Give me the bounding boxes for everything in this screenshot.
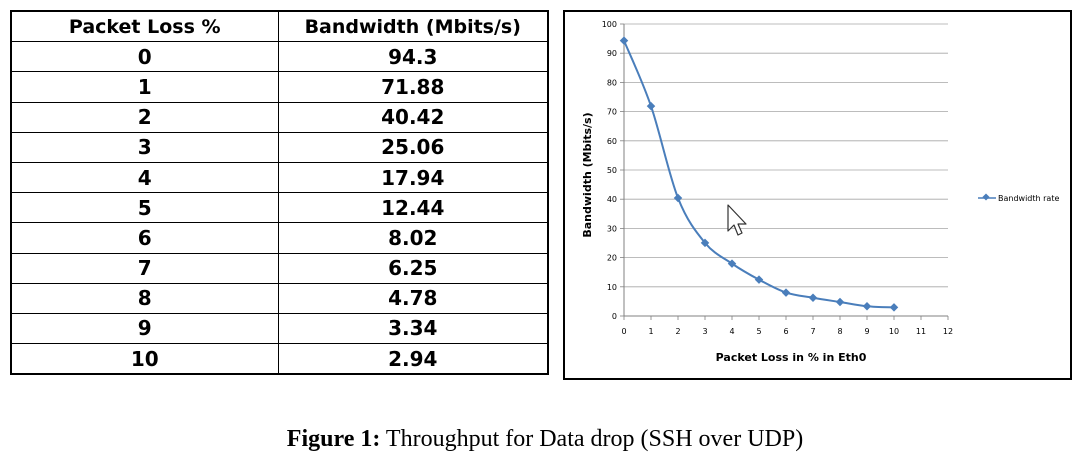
cell-packet-loss: 8 <box>10 282 279 314</box>
cell-bandwidth: 17.94 <box>277 161 549 194</box>
cell-packet-loss: 4 <box>10 161 279 194</box>
bandwidth-table: Packet Loss % Bandwidth (Mbits/s) 0 94.3 1… <box>10 10 549 376</box>
table-row: 7 6.25 <box>10 252 549 284</box>
table-row: 3 25.06 <box>10 131 549 163</box>
y-tick-label: 90 <box>607 49 617 58</box>
table-row: 2 40.42 <box>10 101 549 133</box>
bandwidth-chart: 0 10 20 30 40 50 60 70 80 90 100 0 1 2 3 4 5 6 7 8 9 10 11 12 B… <box>563 10 1072 380</box>
caption-label: Figure 1: <box>286 426 381 452</box>
figure-caption: Figure 1: Throughput for Data drop (SSH … <box>0 426 1090 453</box>
x-tick-label: 1 <box>648 327 653 336</box>
data-point <box>835 297 845 307</box>
header-packet-loss: Packet Loss % <box>10 10 279 43</box>
cell-packet-loss: 0 <box>10 41 279 73</box>
x-tick-label: 0 <box>621 327 626 336</box>
x-tick-label: 11 <box>916 327 926 336</box>
cell-bandwidth: 12.44 <box>277 192 549 224</box>
x-tick-label: 5 <box>756 327 761 336</box>
data-point <box>673 193 683 203</box>
cell-packet-loss: 3 <box>10 131 279 163</box>
x-tick-label: 12 <box>943 327 953 336</box>
cell-bandwidth: 2.94 <box>277 343 549 375</box>
series-line <box>623 40 895 309</box>
cell-bandwidth: 94.3 <box>277 41 549 73</box>
cell-packet-loss: 5 <box>10 192 279 224</box>
x-tick-label: 7 <box>810 327 815 336</box>
table-header-row: Packet Loss % Bandwidth (Mbits/s) <box>10 10 549 43</box>
chart-legend: Bandwidth rate <box>978 193 1059 203</box>
y-axis-title: Bandwidth (Mbits/s) <box>581 112 594 237</box>
legend-marker <box>982 193 990 201</box>
data-point <box>862 302 872 311</box>
y-tick-label: 80 <box>607 78 617 87</box>
data-point <box>754 275 764 284</box>
y-tick-label: 30 <box>607 224 617 233</box>
x-tick-label: 3 <box>702 327 707 336</box>
y-tick-label: 20 <box>607 254 617 263</box>
table-row: 10 2.94 <box>10 343 549 375</box>
table-row: 9 3.34 <box>10 312 549 345</box>
y-tick-label: 50 <box>607 166 617 175</box>
cell-bandwidth: 8.02 <box>277 222 549 254</box>
cell-packet-loss: 10 <box>10 343 279 375</box>
data-point <box>727 259 737 268</box>
x-tick-label: 8 <box>837 327 842 336</box>
table-row: 8 4.78 <box>10 282 549 314</box>
data-point <box>808 293 818 302</box>
cell-packet-loss: 2 <box>10 101 279 133</box>
table-row: 1 71.88 <box>10 71 549 103</box>
cell-bandwidth: 40.42 <box>277 101 549 133</box>
cell-packet-loss: 6 <box>10 222 279 254</box>
x-tick-label: 9 <box>864 327 869 336</box>
y-tick-label: 0 <box>612 312 617 321</box>
data-point <box>889 303 899 312</box>
data-point <box>781 288 791 297</box>
table-row: 6 8.02 <box>10 222 549 254</box>
cell-bandwidth: 4.78 <box>277 282 549 314</box>
data-point <box>646 101 656 111</box>
series-layer <box>619 36 899 312</box>
caption-text: Throughput for Data drop (SSH over UDP) <box>385 426 804 452</box>
y-tick-label: 100 <box>602 20 617 29</box>
legend-label: Bandwidth rate <box>998 194 1059 203</box>
cell-bandwidth: 3.34 <box>277 312 549 345</box>
y-tick-label: 60 <box>607 137 617 146</box>
x-tick-label: 6 <box>783 327 788 336</box>
cell-packet-loss: 9 <box>10 312 279 345</box>
cell-packet-loss: 7 <box>10 252 279 284</box>
cell-bandwidth: 25.06 <box>277 131 549 163</box>
table-row: 4 17.94 <box>10 161 549 194</box>
grid-layer <box>624 23 948 288</box>
table-row: 0 94.3 <box>10 41 549 73</box>
y-tick-label: 10 <box>607 283 617 292</box>
data-point <box>619 36 629 45</box>
header-bandwidth: Bandwidth (Mbits/s) <box>277 10 549 43</box>
cell-bandwidth: 6.25 <box>277 252 549 284</box>
table-row: 5 12.44 <box>10 192 549 224</box>
cell-bandwidth: 71.88 <box>277 71 549 103</box>
x-tick-label: 10 <box>889 327 899 336</box>
y-tick-label: 40 <box>607 195 617 204</box>
y-tick-label: 70 <box>607 108 617 117</box>
table-body: 0 94.3 1 71.88 2 40.42 3 25.06 4 17.94 5 12.44 6 8.02… <box>10 41 549 375</box>
cell-packet-loss: 1 <box>10 71 279 103</box>
x-tick-label: 4 <box>729 327 734 336</box>
x-tick-label: 2 <box>675 327 680 336</box>
mouse-cursor-icon <box>727 204 747 236</box>
x-axis-title: Packet Loss in % in Eth0 <box>716 351 867 364</box>
